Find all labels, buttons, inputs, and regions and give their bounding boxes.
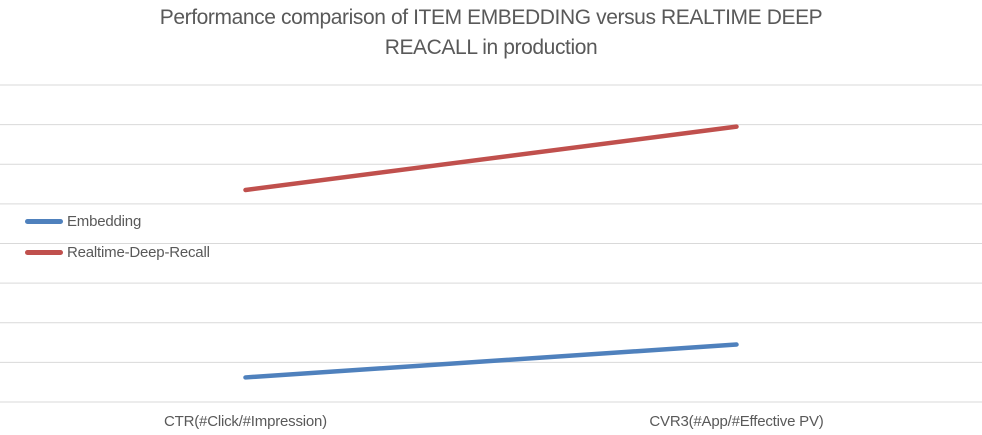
legend-label: Realtime-Deep-Recall [67,243,210,261]
x-axis-label-cvr3: CVR3(#App/#Effective PV) [649,413,824,430]
legend-item-realtime-deep-recall: Realtime-Deep-Recall [25,243,210,261]
chart-title: Performance comparison of ITEM EMBEDDING… [0,3,982,63]
legend-label: Embedding [67,212,142,230]
x-axis: CTR(#Click/#Impression) CVR3(#App/#Effec… [0,413,982,430]
chart-title-line-2: REACALL in production [384,36,598,59]
legend-item-embedding: Embedding [25,212,210,230]
legend-swatch-embedding [25,218,63,224]
legend: Embedding Realtime-Deep-Recall [25,212,210,274]
legend-swatch-realtime-deep-recall [25,249,63,255]
x-axis-label-ctr: CTR(#Click/#Impression) [164,413,327,430]
chart-title-line-1: Performance comparison of ITEM EMBEDDING… [159,6,823,29]
